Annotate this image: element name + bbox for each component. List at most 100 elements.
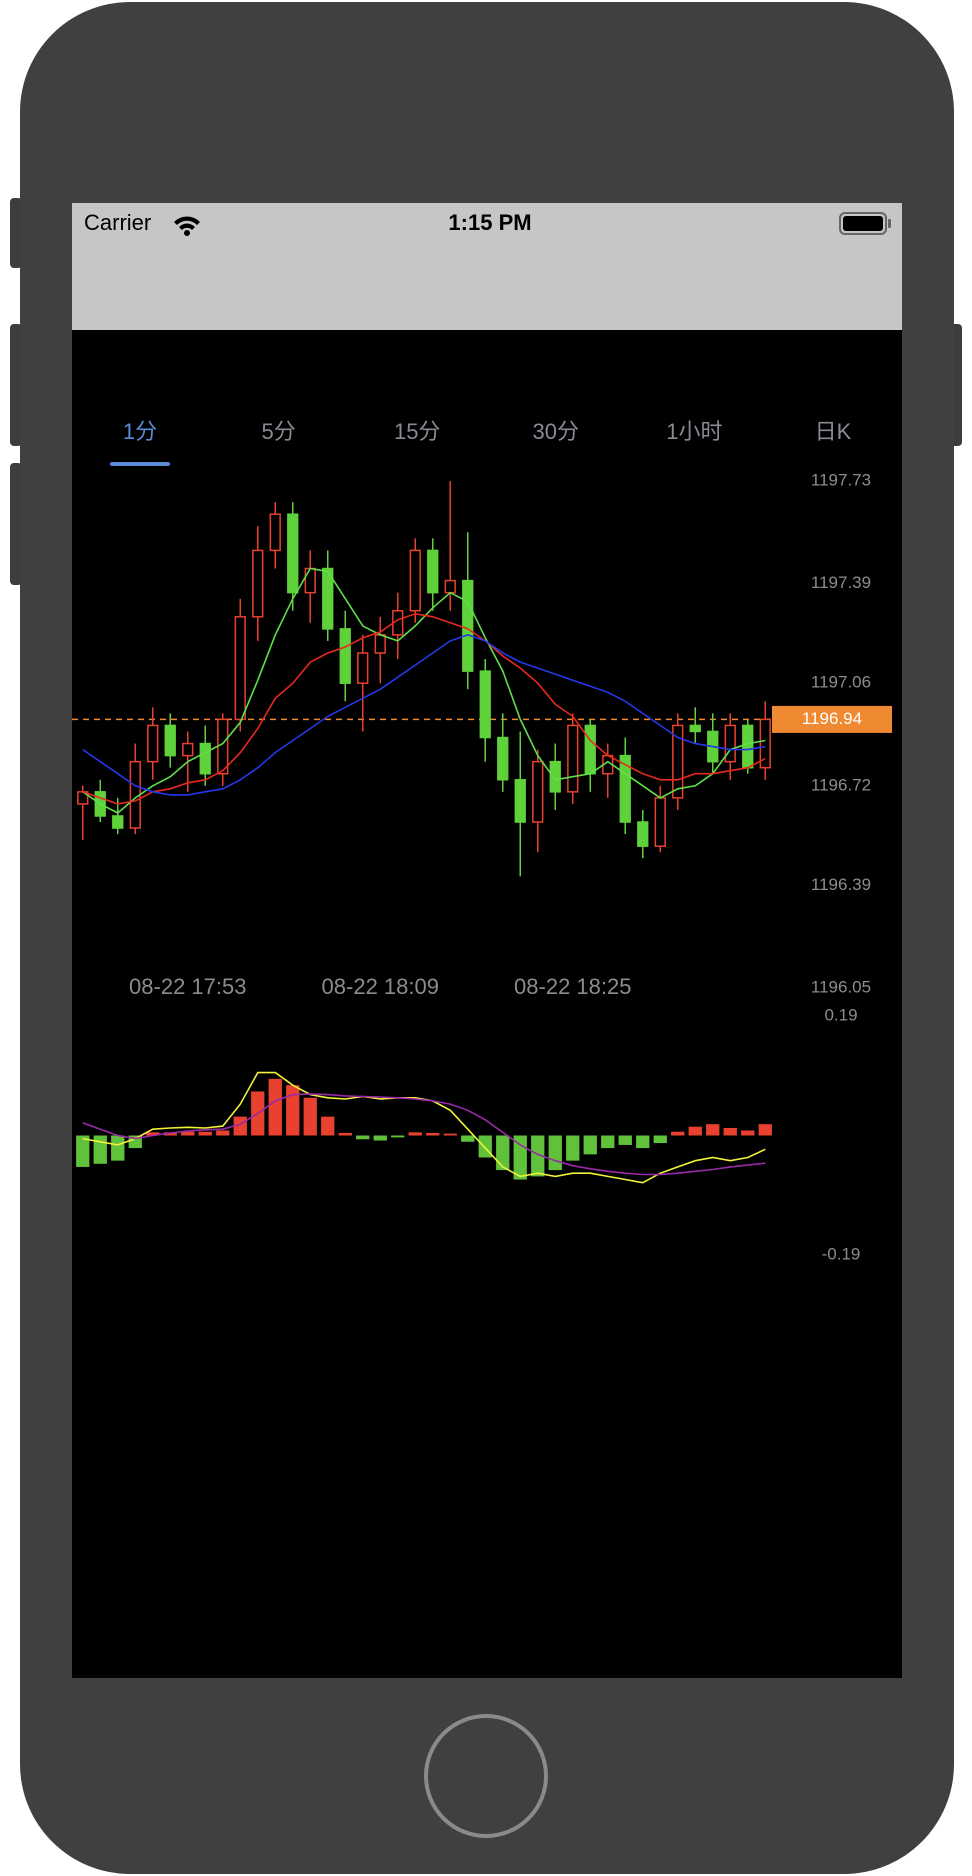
candle-body — [689, 724, 701, 733]
x-tick-label: 08-22 18:25 — [514, 974, 631, 999]
candle-body — [759, 718, 771, 769]
volume-up — [10, 324, 22, 446]
candle-body — [77, 791, 89, 805]
macd-bar — [548, 1135, 562, 1171]
candle-body — [339, 628, 351, 684]
candle-body — [724, 724, 736, 763]
screen — [72, 203, 902, 1678]
candle-body — [199, 742, 211, 775]
candle-body — [462, 579, 474, 672]
tab-label[interactable]: 15分 — [394, 419, 440, 444]
volume-down — [10, 463, 22, 585]
wifi-icon — [174, 216, 200, 236]
candle-body — [409, 549, 421, 612]
macd-bar — [461, 1135, 475, 1142]
last-price-box — [772, 705, 892, 733]
tab-label[interactable]: 1分 — [123, 419, 157, 444]
candle-body — [637, 821, 649, 847]
y-tick-label: 1197.39 — [811, 573, 871, 592]
y-tick-label: 1196.72 — [811, 775, 871, 794]
candle-body — [619, 754, 631, 823]
macd-bar — [76, 1135, 90, 1167]
macd-bar — [408, 1132, 422, 1136]
macd-bar — [496, 1135, 510, 1171]
macd-bar — [426, 1132, 440, 1136]
y-tick-label: 0.19 — [824, 1005, 857, 1024]
y-tick-label: 1196.39 — [811, 875, 871, 894]
tab-label[interactable]: 5分 — [261, 419, 295, 444]
candle-body — [427, 549, 439, 594]
ma-line — [82, 634, 766, 796]
clock: 1:15 PM — [448, 210, 531, 235]
candle-body — [584, 724, 596, 775]
candle-body — [164, 724, 176, 757]
y-tick-label: 1196.05 — [811, 977, 871, 996]
last-price-label: 1196.94 — [802, 709, 862, 728]
macd-bar — [163, 1132, 177, 1136]
macd-bar — [723, 1127, 737, 1136]
tab-label[interactable]: 1小时 — [666, 419, 722, 444]
macd-bar — [338, 1132, 352, 1136]
macd-bar — [671, 1131, 685, 1136]
macd-bar — [758, 1124, 772, 1136]
candle-body — [357, 652, 369, 684]
macd-bar — [93, 1135, 107, 1164]
carrier: Carrier — [84, 210, 151, 235]
candle-body — [304, 567, 316, 594]
candle-body — [497, 736, 509, 781]
tab-label[interactable]: 日K — [815, 419, 852, 444]
macd-bar — [618, 1135, 632, 1145]
candle-body — [549, 760, 561, 793]
macd-bar — [216, 1130, 230, 1136]
candle-body — [514, 779, 526, 823]
macd-bar — [583, 1135, 597, 1155]
x-tick-label: 08-22 17:53 — [129, 974, 246, 999]
tab-indicator — [110, 462, 170, 466]
macd-bar — [391, 1135, 405, 1138]
macd-bar — [303, 1097, 317, 1136]
macd-bar — [321, 1116, 335, 1136]
macd-bar — [566, 1135, 580, 1161]
macd-bar — [706, 1124, 720, 1136]
tab-label[interactable]: 30分 — [533, 419, 579, 444]
ma-line — [82, 612, 766, 805]
macd-bar — [356, 1135, 370, 1140]
macd-bar — [111, 1135, 125, 1161]
macd-bar — [653, 1135, 667, 1144]
home-button[interactable] — [424, 1714, 548, 1838]
macd-line — [82, 1093, 766, 1176]
candle-body — [444, 579, 456, 594]
candle-body — [234, 616, 246, 721]
ma-line — [82, 567, 766, 814]
candle-body — [147, 724, 159, 763]
candle-body — [322, 567, 334, 630]
candle-body — [654, 797, 666, 847]
macd-bar — [636, 1135, 650, 1149]
y-tick-label: -0.19 — [822, 1244, 861, 1263]
macd-bar — [741, 1130, 755, 1136]
macd-bar — [688, 1126, 702, 1136]
status-area — [72, 203, 902, 330]
candle-body — [479, 670, 491, 739]
candle-body — [269, 513, 281, 552]
macd-bar — [373, 1135, 387, 1141]
candle-body — [374, 634, 386, 654]
candle-body — [567, 724, 579, 793]
candle-body — [252, 549, 264, 618]
macd-bar — [286, 1085, 300, 1136]
candle-body — [672, 724, 684, 799]
battery-icon — [839, 212, 891, 235]
candle-body — [287, 513, 299, 594]
candle-body — [217, 718, 229, 775]
macd-bar — [531, 1135, 545, 1177]
x-tick-label: 08-22 18:09 — [322, 974, 439, 999]
macd-bar — [268, 1078, 282, 1136]
candle-body — [742, 724, 754, 769]
macd-bar — [198, 1131, 212, 1136]
macd-bar — [443, 1133, 457, 1136]
candle-body — [532, 760, 544, 823]
mute-switch — [10, 198, 22, 268]
y-tick-label: 1197.73 — [811, 470, 871, 489]
y-tick-label: 1197.06 — [811, 673, 871, 692]
